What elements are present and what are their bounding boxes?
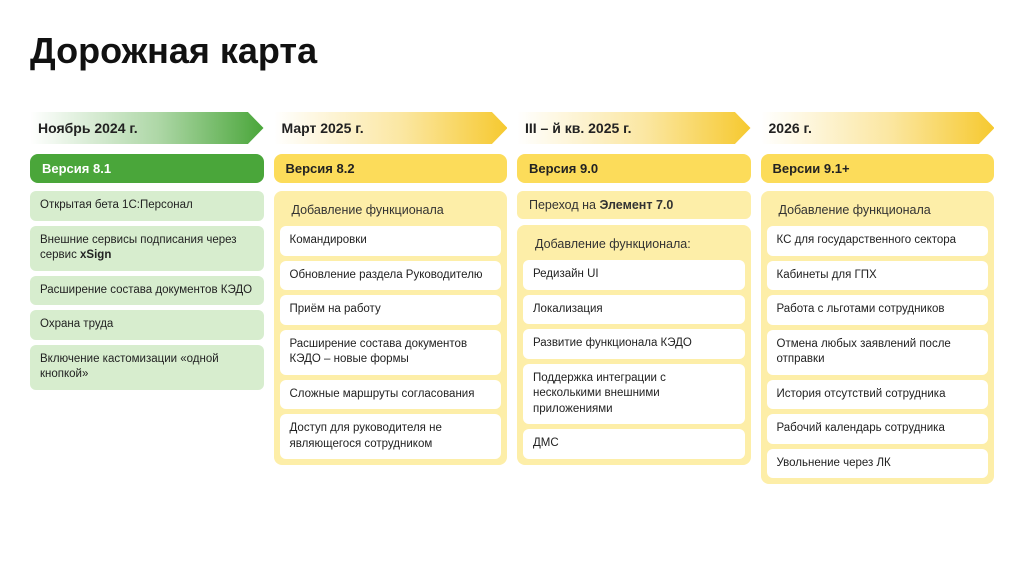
- period-arrow: Март 2025 г.: [274, 112, 508, 144]
- feature-item: Расширение состава документов КЭДО – нов…: [280, 330, 502, 375]
- roadmap-column: 2026 г. Версии 9.1+ Добавление функционала…: [761, 112, 995, 484]
- feature-item: Охрана труда: [30, 310, 264, 340]
- feature-item: Отмена любых заявлений после отправки: [767, 330, 989, 375]
- feature-item: Приём на работу: [280, 295, 502, 325]
- version-pill: Версия 9.0: [517, 154, 751, 183]
- feature-item: Увольнение через ЛК: [767, 449, 989, 479]
- feature-item: Доступ для руководителя не являющегося с…: [280, 414, 502, 459]
- section-label: Переход на Элемент 7.0: [517, 191, 751, 219]
- section-label: Добавление функционала: [280, 197, 502, 221]
- period-arrow: III – й кв. 2025 г.: [517, 112, 751, 144]
- period-label: Ноябрь 2024 г.: [38, 120, 138, 136]
- roadmap-columns: Ноябрь 2024 г. Версия 8.1 Открытая бета 1С…: [30, 112, 994, 484]
- feature-item: Поддержка интеграции с несколькими внешн…: [523, 364, 745, 425]
- roadmap-column: Март 2025 г. Версия 8.2 Добавление функцио…: [274, 112, 508, 484]
- roadmap-column: Ноябрь 2024 г. Версия 8.1 Открытая бета 1С…: [30, 112, 264, 484]
- feature-list: Открытая бета 1С:Персонал Внешние сервисы…: [30, 191, 264, 390]
- feature-item: Сложные маршруты согласования: [280, 380, 502, 410]
- section-panel: Добавление функционала: Редизайн UI Локали…: [517, 225, 751, 465]
- page-title: Дорожная карта: [30, 30, 994, 72]
- feature-item: История отсутствий сотрудника: [767, 380, 989, 410]
- feature-item: Открытая бета 1С:Персонал: [30, 191, 264, 221]
- section-panel: Добавление функционала Командировки Обновл…: [274, 191, 508, 465]
- period-arrow: 2026 г.: [761, 112, 995, 144]
- section-label: Добавление функционала:: [523, 231, 745, 255]
- feature-item: Расширение состава документов КЭДО: [30, 276, 264, 306]
- version-pill: Версия 8.1: [30, 154, 264, 183]
- feature-item: КС для государственного сектора: [767, 226, 989, 256]
- feature-item: Командировки: [280, 226, 502, 256]
- feature-item: Локализация: [523, 295, 745, 325]
- period-label: III – й кв. 2025 г.: [525, 120, 631, 136]
- period-label: 2026 г.: [769, 120, 812, 136]
- version-pill: Версии 9.1+: [761, 154, 995, 183]
- version-pill: Версия 8.2: [274, 154, 508, 183]
- section-panel: Добавление функционала КС для государстве…: [761, 191, 995, 484]
- period-arrow: Ноябрь 2024 г.: [30, 112, 264, 144]
- feature-item: Редизайн UI: [523, 260, 745, 290]
- section-label: Добавление функционала: [767, 197, 989, 221]
- feature-item: Развитие функционала КЭДО: [523, 329, 745, 359]
- feature-item: ДМС: [523, 429, 745, 459]
- period-label: Март 2025 г.: [282, 120, 364, 136]
- feature-item: Обновление раздела Руководителю: [280, 261, 502, 291]
- feature-item: Работа с льготами сотрудников: [767, 295, 989, 325]
- feature-item: Кабинеты для ГПХ: [767, 261, 989, 291]
- roadmap-column: III – й кв. 2025 г. Версия 9.0 Переход на …: [517, 112, 751, 484]
- feature-item: Внешние сервисы подписания через сервис …: [30, 226, 264, 271]
- feature-item: Рабочий календарь сотрудника: [767, 414, 989, 444]
- feature-item: Включение кастомизации «одной кнопкой»: [30, 345, 264, 390]
